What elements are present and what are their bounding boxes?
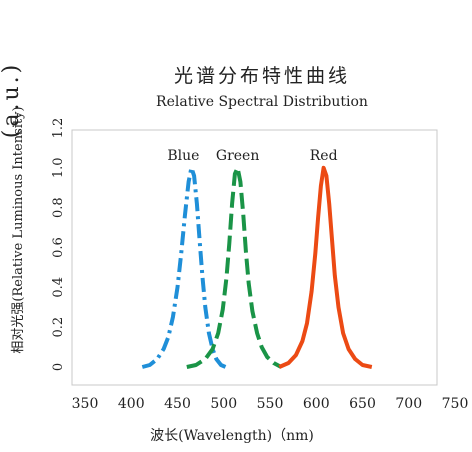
y-axis-unit: (a.u.) (0, 62, 24, 138)
x-axis-ticks: 350 400 450 500 550 600 650 700 750 (72, 396, 469, 412)
x-tick-label: 550 (257, 396, 284, 412)
series-labels: Blue Green Red (167, 148, 337, 164)
y-axis-ticks: 0 0.2 0.4 0.6 0.8 1.0 1.2 (51, 118, 66, 371)
y-tick-label: 0.6 (51, 237, 66, 258)
y-tick-label: 0.4 (51, 277, 66, 298)
x-tick-label: 350 (72, 396, 99, 412)
chart-title: 光谱分布特性曲线 (174, 65, 350, 87)
y-axis-label: 相对光强(Relative Luminous Intensity) (11, 106, 26, 353)
x-tick-label: 700 (395, 396, 422, 412)
series-line-red (278, 165, 373, 369)
chart-subtitle: Relative Spectral Distribution (156, 94, 368, 110)
x-tick-label: 500 (210, 396, 237, 412)
series-label-green: Green (216, 148, 259, 164)
x-tick-label: 450 (164, 396, 191, 412)
x-tick-label: 400 (118, 396, 145, 412)
series-line-green (186, 165, 283, 369)
y-tick-label: 0.2 (51, 317, 66, 338)
y-tick-label: 0.8 (51, 197, 66, 218)
plot-area-frame (71, 129, 438, 386)
series-lines (141, 165, 373, 369)
y-tick-label: 0 (51, 363, 66, 371)
x-axis-label: 波长(Wavelength)（nm) (150, 428, 314, 444)
y-tick-label: 1.2 (51, 118, 66, 139)
x-tick-label: 750 (442, 396, 469, 412)
x-tick-label: 650 (349, 396, 376, 412)
y-tick-label: 1.0 (51, 157, 66, 178)
x-tick-label: 600 (303, 396, 330, 412)
series-label-red: Red (310, 148, 338, 164)
series-line-blue (141, 165, 227, 369)
series-label-blue: Blue (167, 148, 199, 164)
